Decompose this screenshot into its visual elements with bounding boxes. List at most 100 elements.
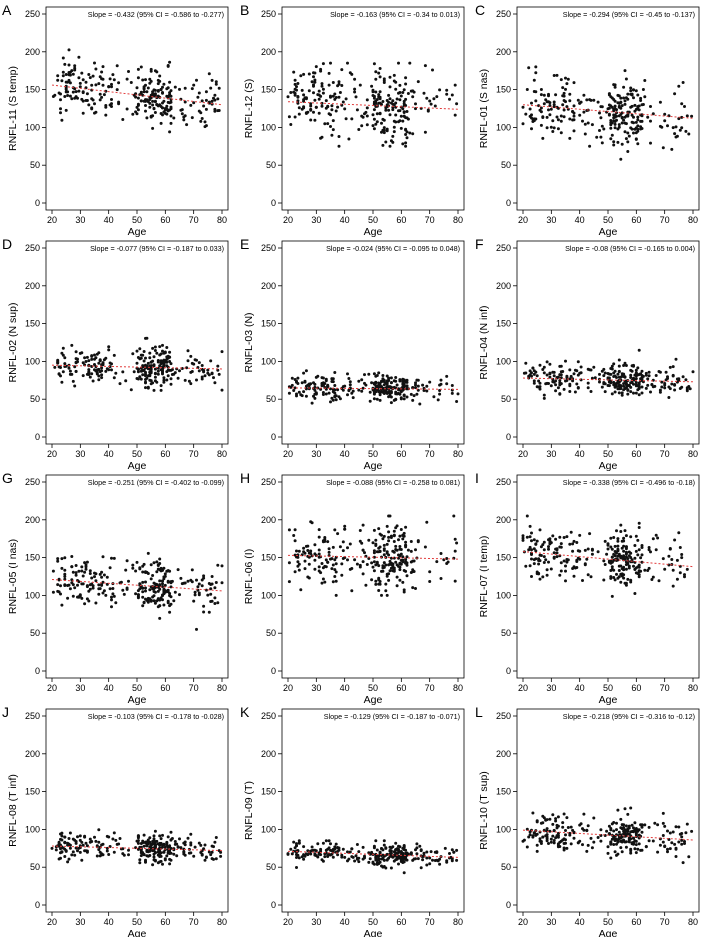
data-point	[637, 575, 641, 579]
data-point	[148, 356, 152, 360]
data-point	[117, 842, 121, 846]
panel-letter: A	[2, 2, 12, 18]
data-point	[180, 582, 184, 586]
data-point	[559, 373, 563, 377]
data-point	[636, 847, 640, 851]
data-point	[623, 807, 627, 811]
data-point	[313, 848, 317, 852]
data-point	[636, 105, 640, 109]
data-point	[213, 586, 217, 590]
data-point	[53, 365, 57, 369]
data-point	[153, 111, 157, 114]
data-point	[617, 370, 621, 374]
data-point	[405, 380, 409, 384]
data-point	[347, 137, 351, 141]
data-point	[87, 589, 91, 593]
data-point	[640, 824, 644, 828]
data-point	[320, 84, 324, 88]
data-point	[317, 535, 321, 539]
data-point	[539, 93, 543, 97]
data-point	[94, 579, 98, 583]
data-point	[634, 549, 638, 553]
data-point	[639, 556, 643, 560]
data-point	[299, 393, 303, 397]
data-point	[371, 541, 375, 545]
data-point	[542, 393, 546, 397]
regression-line	[522, 551, 694, 568]
data-point	[532, 369, 536, 373]
data-point	[293, 553, 297, 557]
data-point	[576, 98, 580, 102]
data-point	[321, 91, 325, 95]
data-point	[97, 583, 101, 587]
data-point	[74, 360, 78, 364]
data-point	[521, 839, 525, 843]
data-point	[71, 850, 75, 854]
data-point	[429, 850, 433, 854]
data-point	[168, 130, 172, 134]
data-point	[158, 345, 162, 349]
data-point	[293, 570, 297, 574]
data-point	[337, 135, 341, 138]
data-point	[617, 101, 621, 105]
y-tick-label: 50	[266, 628, 276, 638]
data-point	[590, 123, 594, 127]
data-point	[521, 536, 525, 540]
data-point	[295, 856, 298, 859]
data-point	[333, 845, 337, 849]
data-point	[554, 547, 558, 551]
data-point	[387, 553, 391, 557]
data-point	[521, 105, 525, 109]
data-point	[324, 379, 328, 383]
data-point	[361, 386, 365, 390]
data-point	[142, 350, 146, 353]
y-tick-label: 50	[501, 160, 511, 170]
x-tick-label: 50	[603, 449, 613, 459]
data-point	[613, 99, 617, 103]
data-point	[138, 582, 142, 586]
data-point	[387, 530, 391, 534]
data-point	[624, 551, 628, 555]
data-point	[566, 77, 570, 81]
data-point	[663, 382, 667, 385]
data-point	[159, 569, 163, 573]
data-point	[321, 87, 325, 91]
data-point	[372, 528, 376, 532]
x-tick-label: 70	[425, 215, 435, 225]
data-point	[528, 545, 532, 549]
point-cloud	[51, 551, 224, 631]
data-point	[209, 592, 213, 596]
data-point	[101, 591, 105, 595]
data-point	[404, 557, 408, 561]
y-tick-label: 50	[501, 394, 511, 404]
data-point	[617, 384, 621, 388]
data-point	[571, 542, 575, 546]
data-point	[141, 595, 145, 599]
data-point	[455, 541, 459, 545]
y-tick-label: 50	[501, 862, 511, 872]
data-point	[539, 106, 543, 110]
data-point	[95, 371, 99, 375]
data-point	[158, 855, 162, 858]
data-point	[615, 384, 618, 388]
y-tick-label: 50	[266, 394, 276, 404]
data-point	[428, 580, 432, 583]
data-point	[293, 78, 297, 82]
data-point	[535, 572, 539, 576]
data-point	[97, 587, 101, 591]
data-point	[532, 117, 536, 121]
data-point	[323, 564, 327, 568]
data-point	[552, 100, 556, 104]
data-point	[377, 371, 381, 375]
data-point	[612, 362, 616, 366]
data-point	[555, 73, 559, 77]
data-point	[654, 374, 658, 377]
data-point	[663, 567, 667, 571]
data-point	[93, 111, 96, 115]
point-cloud	[53, 336, 224, 392]
x-axis-title: Age	[128, 460, 147, 472]
data-point	[68, 372, 72, 376]
data-point	[556, 127, 560, 131]
y-tick-label: 100	[496, 590, 511, 600]
data-point	[399, 126, 403, 130]
